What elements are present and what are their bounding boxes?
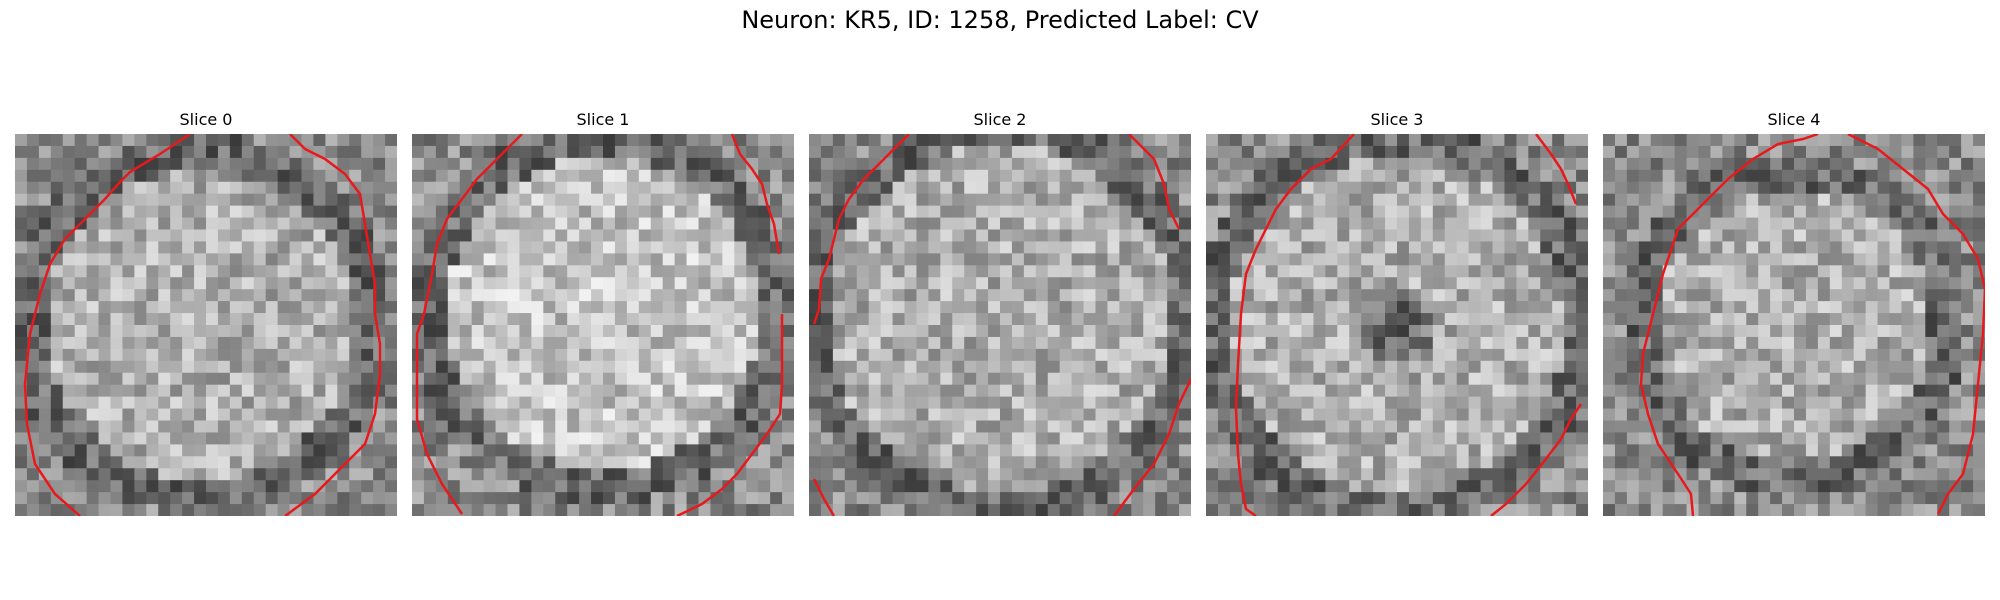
- red-contour-bottom-right: [1490, 403, 1583, 516]
- slice-image-4: [1603, 134, 1985, 516]
- red-contour-bottom-right: [1112, 378, 1191, 516]
- slice-title: Slice 3: [1370, 110, 1424, 129]
- grayscale-pixel-grid: [412, 134, 794, 516]
- slice-image-3: [1206, 134, 1588, 516]
- red-contour-left: [812, 134, 910, 325]
- red-contour-right: [676, 134, 784, 516]
- grayscale-pixel-grid: [15, 134, 397, 516]
- red-contour-left: [1234, 134, 1355, 516]
- red-contour-left: [23, 134, 191, 516]
- slice-title: Slice 2: [973, 110, 1027, 129]
- red-contour-left: [415, 134, 523, 515]
- grayscale-pixel-grid: [1603, 134, 1985, 516]
- slice-title: Slice 0: [179, 110, 233, 129]
- red-contour-right: [1535, 134, 1578, 205]
- red-contour-bottom-left: [812, 478, 836, 516]
- grayscale-pixel-grid: [1206, 134, 1588, 516]
- grayscale-pixel-grid: [809, 134, 1191, 516]
- slice-image-0: [15, 134, 397, 516]
- slice-image-1: [412, 134, 794, 516]
- slice-title: Slice 1: [576, 110, 630, 129]
- figure-title: Neuron: KR5, ID: 1258, Predicted Label: …: [741, 6, 1259, 34]
- slice-image-2: [809, 134, 1191, 516]
- red-contour-right: [1128, 134, 1181, 230]
- slice-title: Slice 4: [1767, 110, 1821, 129]
- red-contour: [1639, 134, 1985, 516]
- red-contour-right: [284, 134, 382, 516]
